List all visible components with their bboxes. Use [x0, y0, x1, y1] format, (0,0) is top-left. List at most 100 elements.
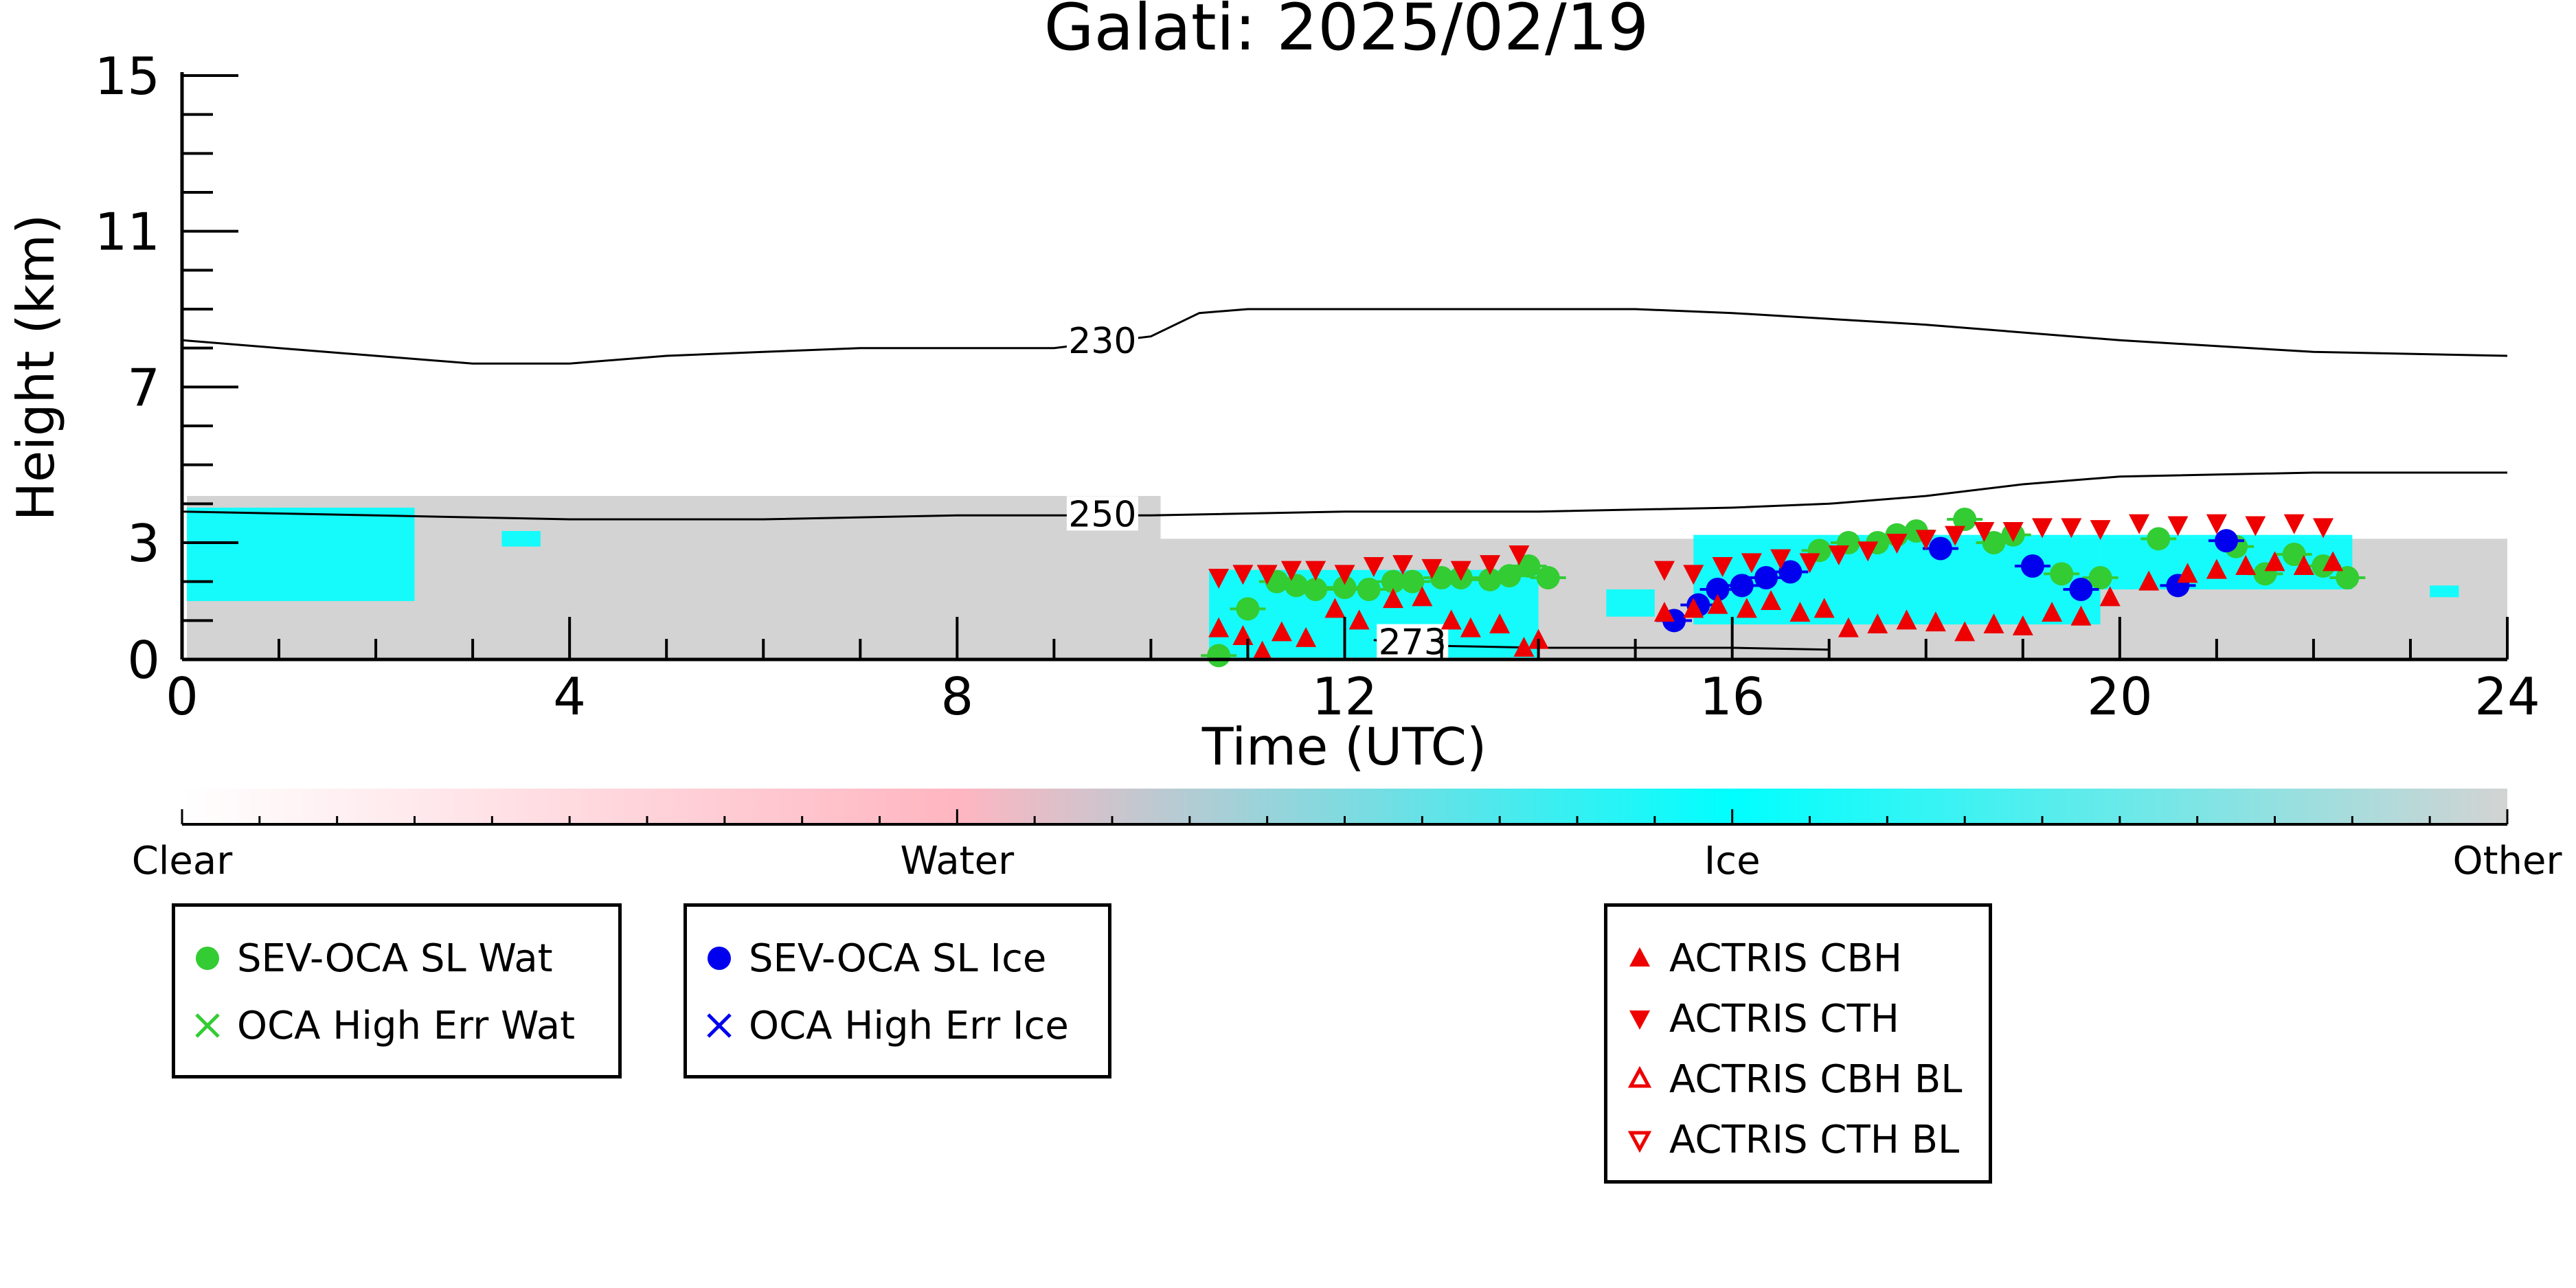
contour-label: 230 — [1068, 321, 1136, 362]
data-point — [2070, 605, 2092, 626]
contour-line-250 — [181, 471, 2507, 521]
data-point — [1383, 588, 1404, 609]
data-point — [1706, 578, 1730, 601]
y-tick-label: 7 — [127, 357, 160, 418]
data-point — [1730, 574, 1754, 598]
data-point — [1478, 567, 1502, 591]
x-tick-label: 24 — [2474, 666, 2540, 727]
data-point — [1252, 640, 1273, 661]
x-tick-label: 12 — [1312, 666, 1377, 727]
data-point — [1683, 565, 1704, 585]
data-point — [1896, 609, 1917, 630]
cloud-ice-region — [2430, 585, 2459, 598]
y-tick-label: 11 — [95, 202, 160, 262]
data-point — [1857, 541, 1879, 562]
data-point — [1421, 558, 1443, 579]
data-point — [1789, 602, 1811, 622]
data-point — [1450, 561, 1471, 581]
green-circle-icon — [183, 938, 231, 979]
red-open-triangle-up-icon — [1616, 1059, 1664, 1100]
data-point — [1925, 611, 1946, 632]
legend-item-oca-high-err-wat: OCA High Err Wat — [183, 998, 575, 1053]
data-point — [1761, 590, 1782, 610]
plot-axes: 0 4 8 12 16 20 24 0 3 7 11 15 — [95, 46, 2540, 727]
data-point — [2245, 516, 2266, 536]
legend-item-actris-cbh: ACTRIS CBH — [1616, 931, 1902, 986]
data-point — [2138, 570, 2160, 591]
legend-item-actris-cth-bl: ACTRIS CTH BL — [1616, 1112, 1959, 1167]
data-point — [2032, 518, 2053, 539]
data-point — [1983, 613, 2004, 633]
data-point — [1304, 578, 1328, 601]
data-point — [2282, 543, 2306, 566]
data-point — [1741, 553, 1762, 574]
data-point — [1653, 602, 1675, 622]
data-point — [1928, 536, 1952, 561]
data-point — [2088, 566, 2112, 589]
data-point — [1401, 569, 1425, 594]
data-point — [1974, 522, 1995, 542]
data-point — [2293, 555, 2314, 575]
x-tick-label: 16 — [1699, 666, 1765, 727]
contour-label-bg — [1377, 624, 1449, 659]
data-point — [1305, 561, 1326, 581]
colorbar-label: Other — [2452, 839, 2562, 883]
x-tick-label: 8 — [940, 666, 973, 727]
contour-label: 250 — [1068, 494, 1136, 535]
y-tick-label: 15 — [95, 46, 160, 106]
data-point — [1754, 566, 1778, 589]
legend-label: ACTRIS CBH — [1669, 936, 1903, 981]
data-point — [2012, 615, 2033, 635]
data-point — [2283, 514, 2305, 534]
data-point — [2206, 558, 2227, 579]
data-point — [1915, 530, 1936, 550]
data-point — [2235, 555, 2257, 575]
y-axis-label: Height (km) — [5, 214, 66, 521]
x-axis-label: Time (UTC) — [1201, 716, 1487, 777]
data-point — [1814, 598, 1835, 618]
x-tick-label: 4 — [553, 666, 586, 727]
legend-item-sev-oca-sl-wat: SEV-OCA SL Wat — [183, 931, 553, 986]
data-point — [1334, 565, 1355, 585]
data-point — [1509, 545, 1530, 565]
data-point — [2050, 562, 2074, 586]
data-point — [2313, 518, 2334, 539]
data-point — [1707, 594, 1728, 614]
contour-label: 273 — [1379, 622, 1447, 664]
data-point — [1683, 598, 1704, 618]
data-point — [1536, 566, 1560, 589]
temperature-contours: 230 250 273 — [181, 308, 2508, 664]
cloud-ice-region — [187, 508, 415, 601]
legend-label: OCA High Err Ice — [749, 1003, 1069, 1048]
green-x-icon — [183, 1005, 231, 1046]
data-point — [1498, 564, 1522, 588]
data-point — [1954, 621, 1976, 642]
data-point — [2264, 551, 2285, 572]
legend-label: ACTRIS CTH BL — [1669, 1117, 1960, 1162]
data-point — [1480, 555, 1501, 576]
data-point — [1430, 566, 1454, 589]
data-point — [2042, 602, 2063, 622]
colorbar-label: Clear — [132, 839, 233, 883]
data-point — [1208, 617, 1230, 637]
data-point — [1867, 613, 1888, 633]
data-point — [1517, 554, 1541, 578]
data-point — [2323, 551, 2344, 572]
data-point — [1440, 609, 1462, 630]
data-point — [2061, 518, 2082, 539]
colorbar-label: Ice — [1704, 839, 1761, 883]
data-point — [1324, 598, 1346, 618]
colorbar-label: Water — [901, 839, 1015, 883]
data-point — [1886, 534, 1908, 554]
data-point — [1392, 555, 1414, 576]
legend-label: OCA High Err Wat — [237, 1003, 576, 1048]
data-point — [1945, 526, 1966, 546]
data-point — [2214, 529, 2238, 553]
data-point — [1363, 557, 1384, 577]
data-point — [1207, 644, 1231, 668]
x-tick-label: 0 — [166, 666, 199, 727]
data-point — [1838, 617, 1859, 637]
data-point — [2099, 586, 2121, 607]
data-point — [1208, 569, 1230, 589]
